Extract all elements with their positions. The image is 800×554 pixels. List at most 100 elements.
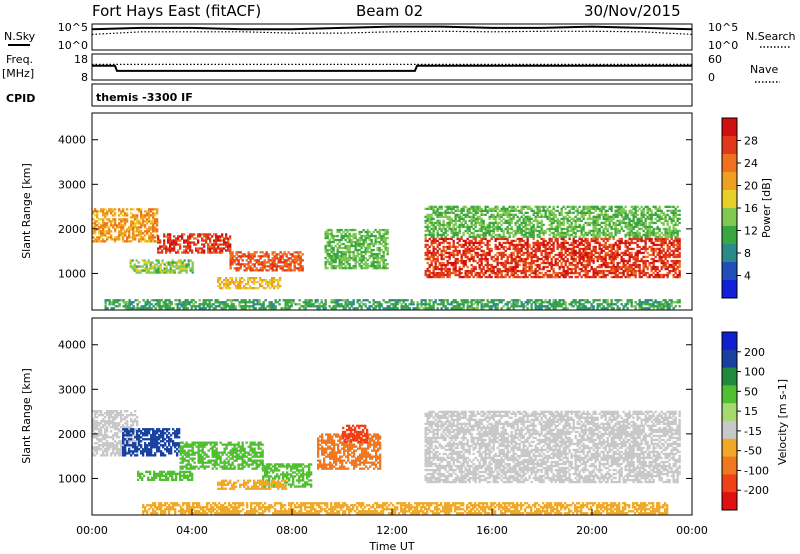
heatmap-cell bbox=[562, 227, 565, 231]
heatmap-cell bbox=[584, 259, 587, 263]
heatmap-cell bbox=[346, 228, 349, 232]
heatmap-cell bbox=[166, 305, 169, 308]
heatmap-cell bbox=[478, 227, 481, 231]
heatmap-cell bbox=[332, 255, 335, 258]
heatmap-cell bbox=[126, 307, 129, 310]
heatmap-cell bbox=[448, 257, 451, 261]
heatmap-cell bbox=[223, 243, 226, 246]
heatmap-cell bbox=[432, 231, 435, 235]
heatmap-cell bbox=[104, 301, 107, 304]
heatmap-cell bbox=[562, 237, 565, 241]
heatmap-cell bbox=[482, 233, 485, 237]
heatmap-cell bbox=[271, 263, 274, 266]
heatmap-cell bbox=[534, 229, 537, 233]
heatmap-cell bbox=[279, 261, 282, 264]
heatmap-cell bbox=[338, 255, 341, 258]
heatmap-cell bbox=[638, 223, 641, 227]
heatmap-cell bbox=[380, 238, 383, 242]
heatmap-cell bbox=[644, 241, 647, 245]
heatmap-cell bbox=[666, 219, 669, 222]
heatmap-cell bbox=[98, 210, 101, 213]
heatmap-cell bbox=[652, 227, 655, 231]
heatmap-cell bbox=[179, 267, 182, 270]
heatmap-cell bbox=[227, 239, 230, 242]
heatmap-cell bbox=[574, 239, 577, 243]
heatmap-cell bbox=[484, 269, 487, 273]
heatmap-cell bbox=[442, 219, 445, 222]
heatmap-cell bbox=[324, 265, 327, 268]
heatmap-cell bbox=[520, 231, 523, 235]
heatmap-cell bbox=[448, 267, 451, 271]
heatmap-cell bbox=[96, 210, 99, 213]
heatmap-cell bbox=[432, 273, 435, 277]
heatmap-cell bbox=[560, 227, 563, 231]
heatmap-cell bbox=[528, 219, 531, 222]
heatmap-cell bbox=[227, 249, 230, 252]
heatmap-cell bbox=[146, 212, 149, 215]
heatmap-cell bbox=[352, 255, 355, 258]
heatmap-cell bbox=[662, 243, 665, 247]
heatmap-cell bbox=[229, 281, 232, 284]
heatmap-cell bbox=[263, 287, 266, 290]
heatmap-cell bbox=[271, 279, 274, 282]
heatmap-cell bbox=[510, 209, 513, 212]
heatmap-cell bbox=[324, 250, 327, 254]
heatmap-cell bbox=[590, 233, 593, 237]
heatmap-cell bbox=[126, 228, 129, 231]
heatmap-cell bbox=[588, 241, 591, 245]
heatmap-cell bbox=[271, 265, 274, 268]
heatmap-cell bbox=[678, 253, 681, 257]
heatmap-cell bbox=[458, 223, 461, 227]
heatmap-cell bbox=[229, 287, 232, 290]
heatmap-cell bbox=[536, 241, 539, 245]
heatmap-cell bbox=[662, 211, 665, 214]
heatmap-cell bbox=[138, 210, 141, 213]
heatmap-cell bbox=[656, 215, 659, 218]
heatmap-cell bbox=[436, 231, 439, 235]
heatmap-cell bbox=[328, 240, 331, 244]
heatmap-cell bbox=[544, 261, 547, 265]
heatmap-cell bbox=[169, 245, 172, 248]
heatmap-cell bbox=[370, 263, 373, 266]
heatmap-cell bbox=[324, 246, 327, 250]
heatmap-cell bbox=[532, 253, 535, 257]
heatmap-cell bbox=[154, 220, 157, 223]
heatmap-cell bbox=[524, 259, 527, 263]
heatmap-cell bbox=[140, 218, 143, 221]
heatmap-cell bbox=[183, 241, 186, 244]
heatmap-cell bbox=[265, 251, 268, 254]
heatmap-cell bbox=[126, 303, 129, 306]
heatmap-cell bbox=[628, 217, 631, 220]
heatmap-cell bbox=[163, 271, 166, 274]
heatmap-cell bbox=[486, 205, 489, 208]
heatmap-cell bbox=[364, 238, 367, 242]
heatmap-cell bbox=[558, 253, 561, 257]
heatmap-cell bbox=[574, 225, 577, 229]
heatmap-cell bbox=[166, 303, 169, 306]
heatmap-cell bbox=[582, 263, 585, 267]
heatmap-cell bbox=[426, 219, 429, 222]
heatmap-cell bbox=[484, 275, 487, 279]
heatmap-cell bbox=[342, 246, 345, 250]
heatmap-cell bbox=[378, 228, 381, 232]
heatmap-cell bbox=[281, 255, 284, 258]
heatmap-cell bbox=[576, 243, 579, 247]
heatmap-cell bbox=[556, 231, 559, 235]
heatmap-cell bbox=[554, 253, 557, 257]
heatmap-cell bbox=[120, 230, 123, 233]
heatmap-cell bbox=[658, 251, 661, 255]
heatmap-cell bbox=[239, 263, 242, 266]
heatmap-cell bbox=[346, 263, 349, 266]
heatmap-cell bbox=[574, 221, 577, 225]
heatmap-cell bbox=[444, 263, 447, 267]
heatmap-cell bbox=[610, 235, 613, 239]
heatmap-cell bbox=[658, 233, 661, 237]
heatmap-cell bbox=[167, 271, 170, 274]
heatmap-cell bbox=[205, 235, 208, 238]
heatmap-cell bbox=[231, 277, 234, 280]
heatmap-cell bbox=[432, 269, 435, 273]
heatmap-cell bbox=[144, 305, 147, 308]
heatmap-cell bbox=[175, 265, 178, 268]
heatmap-cell bbox=[394, 303, 397, 306]
heatmap-cell bbox=[498, 241, 501, 245]
